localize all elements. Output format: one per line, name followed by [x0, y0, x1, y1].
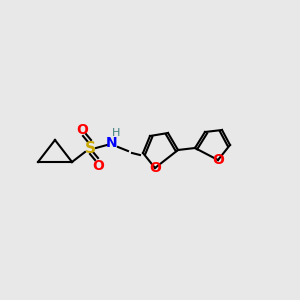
Text: S: S — [85, 140, 95, 155]
Text: O: O — [92, 159, 104, 173]
Text: O: O — [212, 153, 224, 167]
Text: O: O — [76, 123, 88, 137]
Text: H: H — [112, 128, 120, 138]
Text: N: N — [106, 136, 118, 150]
Text: O: O — [149, 161, 161, 175]
